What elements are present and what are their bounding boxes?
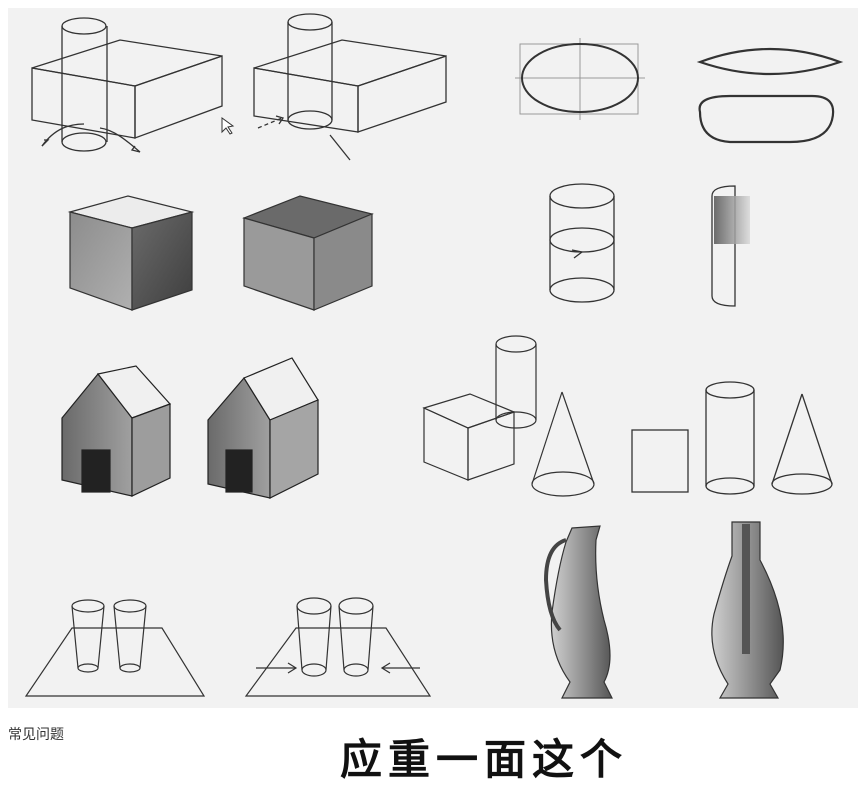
house-figure-2 — [207, 357, 319, 499]
cylinder-with-section — [549, 183, 615, 303]
vase-figure-2 — [711, 521, 784, 699]
drawing-panel — [8, 8, 858, 708]
panel-background — [8, 8, 858, 708]
shaded-cube-1 — [67, 195, 195, 311]
glasses-on-plane-1 — [24, 599, 206, 697]
big-title-text: 应重一面这个 — [340, 735, 629, 784]
ellipse-mistake-figure — [696, 47, 844, 144]
ellipse-construction-figure — [515, 38, 645, 120]
square-cylinder-cone-outline — [631, 381, 833, 495]
glasses-on-plane-2 — [244, 597, 432, 697]
wireframe-cube-cylinder-cone — [422, 335, 595, 497]
vase-figure-1 — [543, 525, 613, 699]
illustration-page: 常见问题 应重一面这个 — [8, 8, 858, 784]
caption-text: 常见问题 — [8, 727, 64, 743]
cursor-icon — [221, 117, 235, 135]
box-cylinder-figure-2 — [253, 13, 447, 161]
shaded-cube-2 — [242, 195, 374, 311]
box-cylinder-figure-1 — [31, 17, 223, 153]
house-figure-1 — [61, 365, 172, 497]
half-shaded-cylinder — [711, 185, 750, 307]
